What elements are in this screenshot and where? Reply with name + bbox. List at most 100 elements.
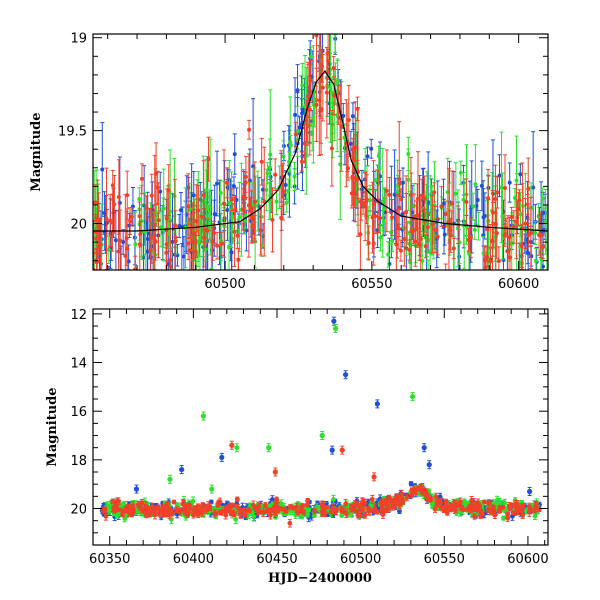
data-point-red <box>252 161 257 243</box>
data-point-red <box>358 504 364 510</box>
data-point-red <box>394 493 400 500</box>
data-point-blue <box>177 213 182 239</box>
data-point-red <box>324 46 329 139</box>
data-point-red <box>291 505 297 511</box>
data-point-green <box>390 230 395 252</box>
data-point-red <box>112 174 117 234</box>
data-point-red <box>537 214 542 256</box>
x-tick-label: 60600 <box>507 552 548 567</box>
x-tick-label: 60500 <box>340 552 381 567</box>
data-point-red <box>361 191 366 215</box>
data-point-red <box>157 508 163 517</box>
data-point-red <box>394 500 400 505</box>
data-point-red <box>181 500 186 506</box>
data-point-red <box>155 170 160 205</box>
y-tick-label: 20 <box>70 218 87 233</box>
outlier-point-green <box>319 431 325 441</box>
data-point-red <box>173 226 178 248</box>
data-point-red <box>103 511 109 521</box>
data-point-red <box>331 56 336 81</box>
data-point-green <box>190 496 196 507</box>
data-point-red <box>126 507 132 516</box>
data-point-red <box>213 509 219 518</box>
data-point-red <box>354 508 360 516</box>
data-point-red <box>355 159 360 199</box>
data-point-red <box>344 99 349 188</box>
data-point-red <box>295 509 300 515</box>
data-point-red <box>510 510 516 516</box>
data-point-red <box>254 506 260 516</box>
data-point-red <box>139 163 144 195</box>
data-point-green <box>288 96 293 188</box>
data-point-red <box>118 209 123 270</box>
data-point-red <box>219 231 224 256</box>
data-point-red <box>283 508 289 514</box>
data-point-red <box>482 245 487 270</box>
data-point-red <box>384 149 389 233</box>
data-point-red <box>514 183 519 260</box>
data-point-red <box>329 110 334 187</box>
data-point-red <box>274 496 280 503</box>
data-point-red <box>383 497 389 507</box>
outlier-point-green <box>266 443 272 453</box>
data-point-red <box>235 222 240 249</box>
x-tick-label: 60500 <box>204 277 245 292</box>
data-point-red <box>346 155 351 181</box>
data-point-red <box>404 175 409 249</box>
data-point-red <box>206 136 211 182</box>
data-point-green <box>540 187 545 210</box>
data-point-red <box>104 167 109 270</box>
data-point-red <box>110 498 116 505</box>
data-point-red <box>237 507 243 518</box>
x-tick-label: 60450 <box>256 552 297 567</box>
data-point-red <box>398 239 403 262</box>
data-point-red <box>241 169 246 225</box>
data-point-red <box>130 509 136 515</box>
outlier-point-red <box>272 467 278 477</box>
outlier-point-blue <box>342 370 349 380</box>
data-point-green <box>499 131 504 244</box>
data-point-red <box>205 501 211 511</box>
y-tick-label: 12 <box>70 308 87 323</box>
outlier-point-blue <box>179 465 185 475</box>
data-point-green <box>533 247 538 270</box>
bottom-axes: 60350 60400 60450 60500 60550 60600 12 14 16 18 20 <box>70 308 548 567</box>
data-point-red <box>349 503 355 510</box>
data-point-green <box>300 62 305 108</box>
data-point-red <box>412 489 418 495</box>
y-tick-label: 14 <box>70 357 87 372</box>
data-point-red <box>457 502 463 511</box>
outlier-point-green <box>200 411 207 421</box>
data-point-blue <box>369 138 374 159</box>
data-point-green <box>335 78 340 153</box>
outlier-point-blue <box>133 484 140 494</box>
data-point-red <box>233 195 238 224</box>
data-point-red <box>136 501 141 509</box>
data-point-red <box>125 170 130 220</box>
bottom-x-axis-label: HJD−2400000 <box>268 571 372 586</box>
data-point-green <box>251 512 257 521</box>
data-point-red <box>490 504 495 512</box>
data-point-red <box>399 188 404 211</box>
data-point-red <box>247 508 252 514</box>
top-model-curve <box>93 70 548 232</box>
data-point-red <box>312 508 318 515</box>
data-point-red <box>300 503 306 508</box>
data-point-red <box>350 147 355 207</box>
data-point-red <box>139 498 145 507</box>
data-point-red <box>246 153 251 258</box>
data-point-red <box>420 178 425 213</box>
data-point-red <box>222 149 227 258</box>
data-point-blue <box>442 223 447 246</box>
data-point-red <box>423 234 428 259</box>
data-point-red <box>447 209 452 251</box>
data-point-red <box>468 216 473 259</box>
x-tick-label: 60550 <box>351 277 392 292</box>
data-point-red <box>191 511 196 519</box>
x-tick-label: 60350 <box>89 552 130 567</box>
data-point-red <box>113 507 119 513</box>
data-point-red <box>94 216 99 260</box>
data-point-blue <box>232 133 237 175</box>
data-point-red <box>173 178 178 270</box>
data-point-green <box>161 168 166 249</box>
